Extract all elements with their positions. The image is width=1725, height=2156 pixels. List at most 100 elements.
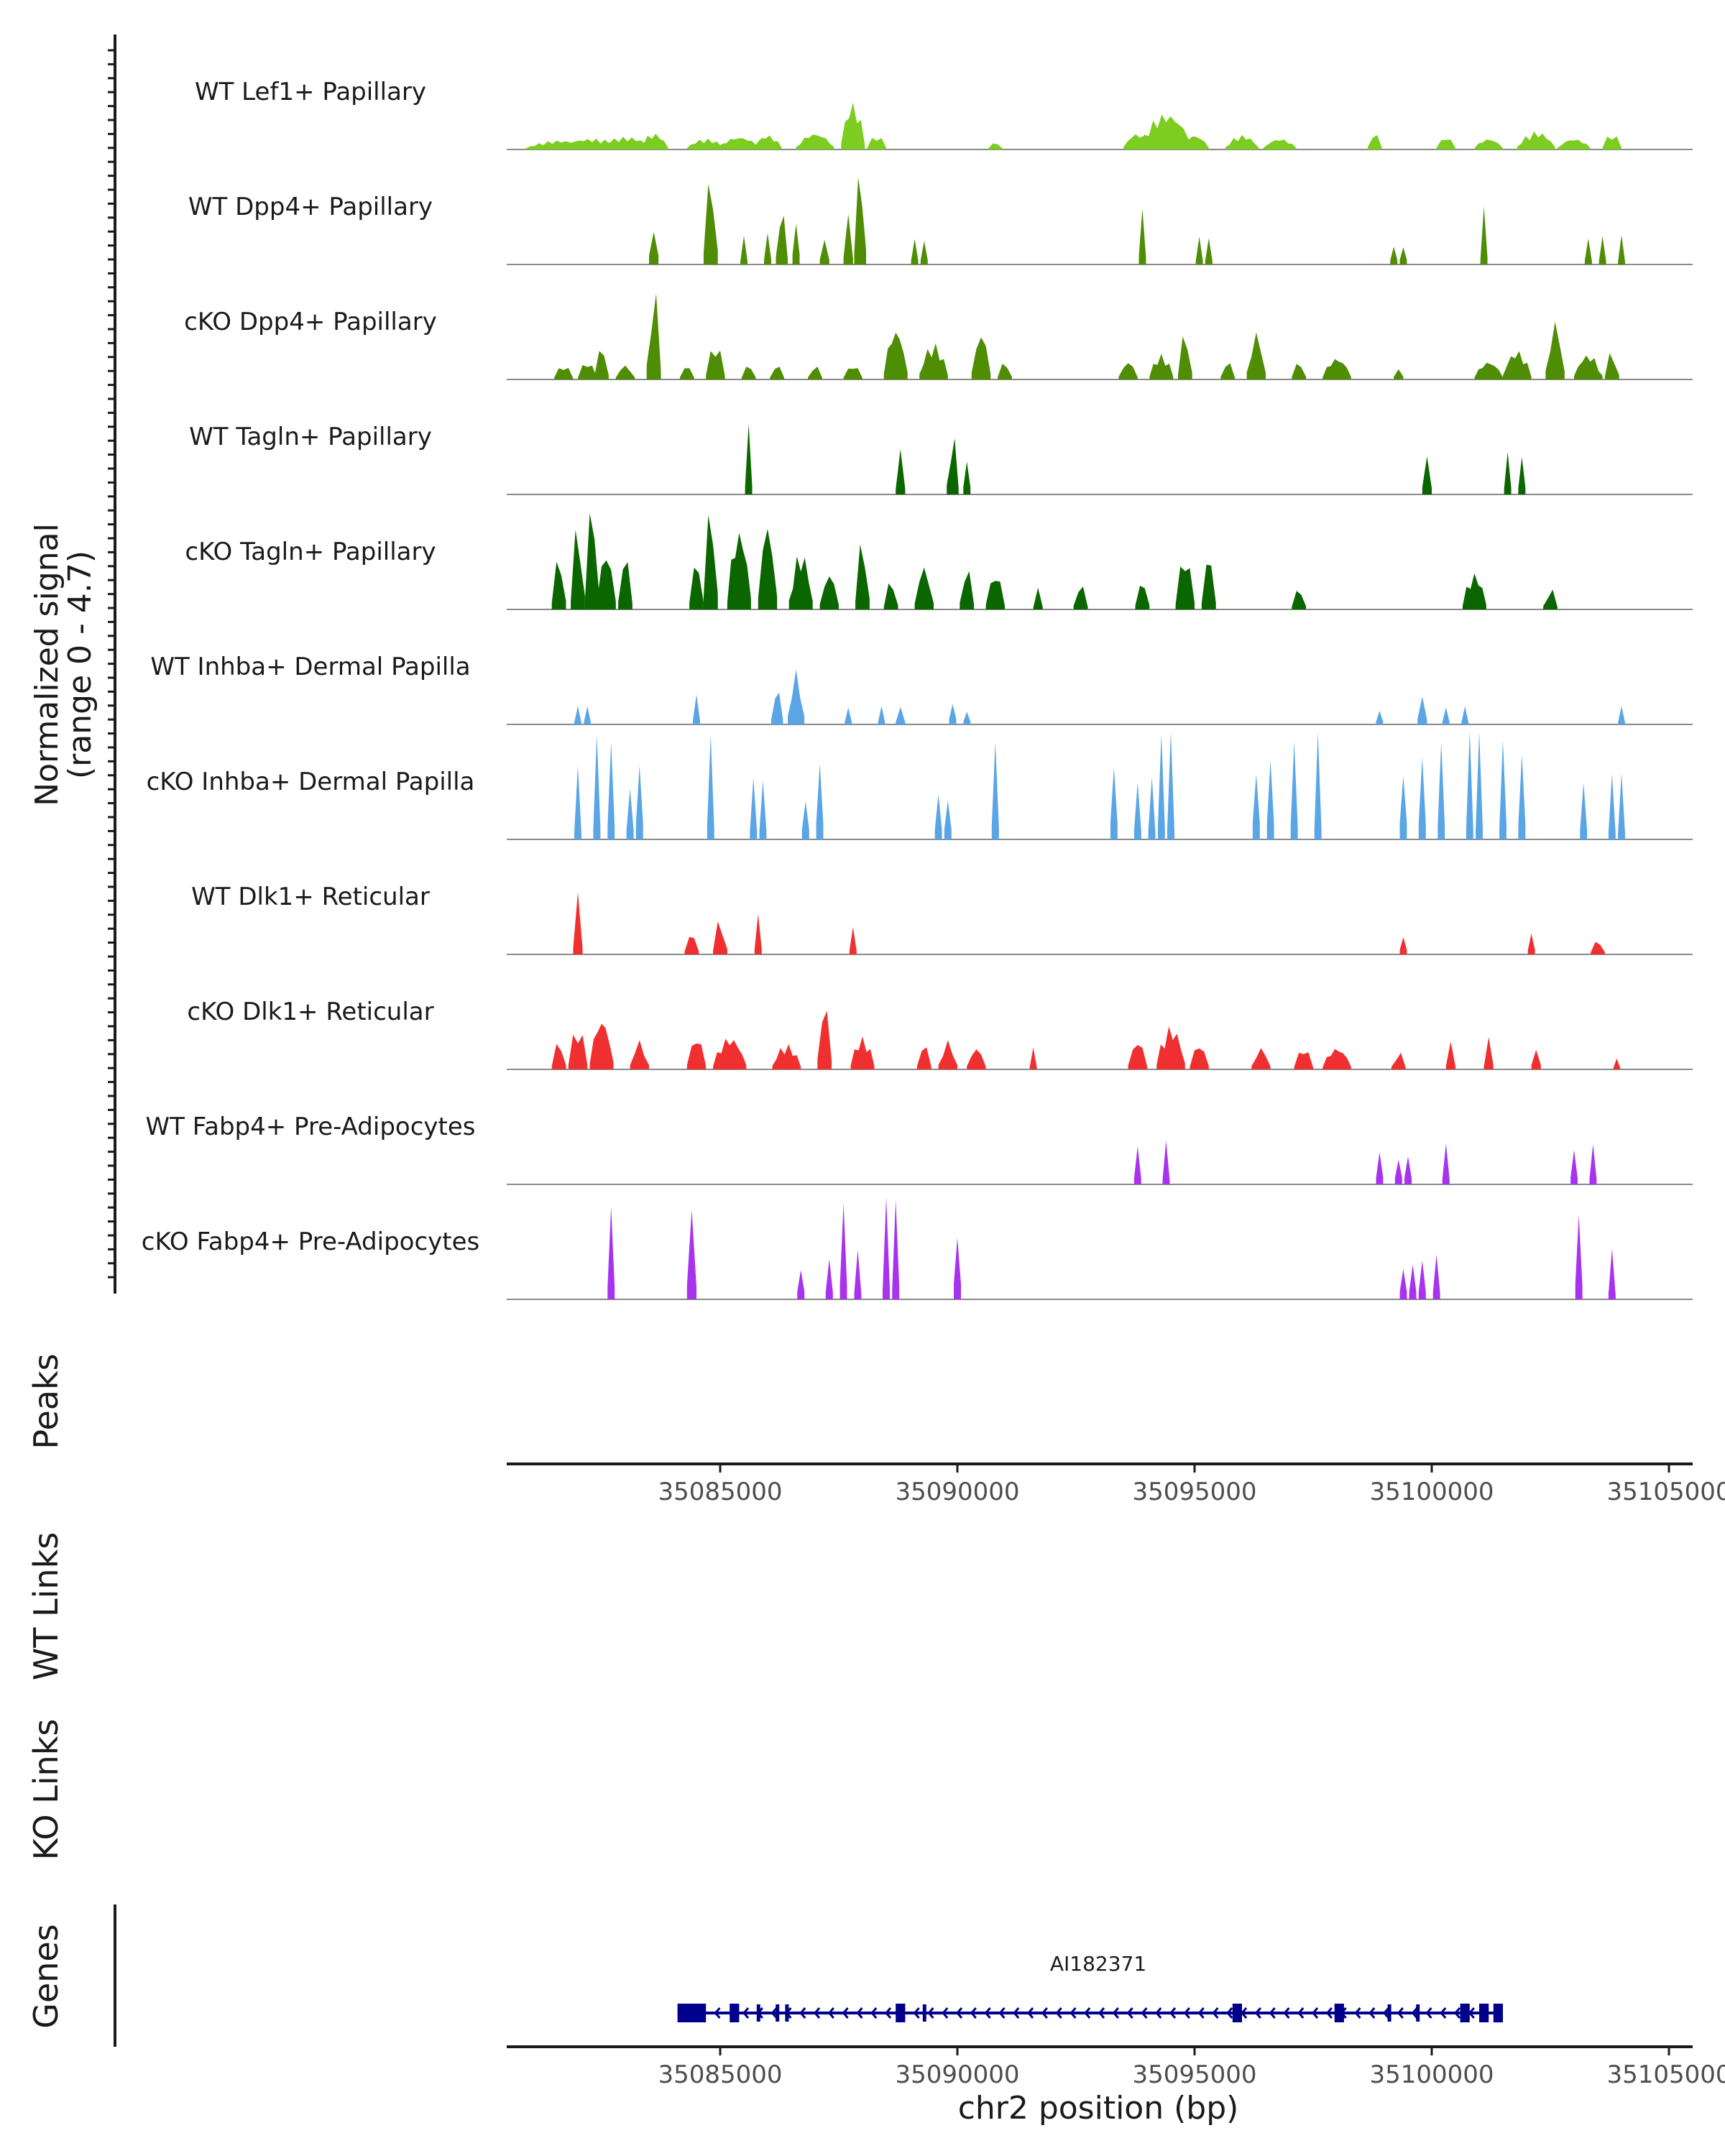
strand-arrow bbox=[1383, 2007, 1390, 2019]
coverage-peak bbox=[635, 765, 643, 839]
coverage-peak bbox=[649, 231, 659, 264]
x-tick-label: 35105000 bbox=[1606, 2060, 1725, 2089]
coverage-peak bbox=[949, 704, 957, 724]
coverage-peak bbox=[1591, 941, 1605, 954]
coverage-peak bbox=[626, 788, 634, 839]
strand-arrow bbox=[1425, 2007, 1432, 2019]
coverage-peak bbox=[954, 1238, 961, 1299]
coverage-peak bbox=[772, 1044, 801, 1069]
coverage-peak bbox=[593, 734, 601, 839]
coverage-peak bbox=[1618, 706, 1625, 724]
coverage-peak bbox=[1266, 760, 1274, 839]
strand-arrow bbox=[1354, 2007, 1361, 2019]
x-tick-label: 35090000 bbox=[895, 1478, 1019, 1506]
coverage-peak bbox=[808, 367, 822, 379]
coverage-peak bbox=[797, 1270, 805, 1299]
coverage-peak bbox=[753, 135, 782, 149]
strand-arrow bbox=[1454, 2007, 1461, 2019]
coverage-peak bbox=[1484, 1037, 1494, 1069]
coverage-peak bbox=[1175, 566, 1195, 609]
strand-arrow bbox=[742, 2007, 750, 2019]
strand-arrow bbox=[1112, 2007, 1119, 2019]
coverage-peak bbox=[679, 368, 694, 379]
gene-name-label: AI182371 bbox=[1050, 1952, 1146, 1976]
strand-arrow bbox=[1183, 2007, 1190, 2019]
coverage-peak bbox=[934, 794, 942, 839]
coverage-peak bbox=[1476, 732, 1483, 839]
coverage-peak bbox=[703, 184, 718, 264]
coverage-peak bbox=[1418, 1260, 1426, 1299]
x-tick-label: 35100000 bbox=[1369, 2060, 1494, 2089]
coverage-peak bbox=[855, 544, 870, 609]
coverage-peak bbox=[770, 367, 785, 379]
coverage-peak bbox=[985, 581, 1005, 609]
strand-arrow bbox=[870, 2007, 878, 2019]
coverage-peak bbox=[849, 926, 857, 954]
coverage-peak bbox=[597, 137, 654, 149]
strand-arrow bbox=[1226, 2007, 1233, 2019]
coverage-peak bbox=[551, 1044, 566, 1069]
coverage-peak bbox=[1417, 696, 1427, 724]
coverage-peak bbox=[892, 1199, 900, 1299]
strand-arrow bbox=[1084, 2007, 1091, 2019]
wt-links-panel-title: WT Links bbox=[27, 1532, 65, 1680]
coverage-peak bbox=[618, 562, 632, 609]
coverage-peak bbox=[1499, 740, 1506, 839]
coverage-peak bbox=[1545, 321, 1565, 379]
coverage-peak bbox=[1205, 238, 1213, 264]
coverage-peak bbox=[1575, 1215, 1583, 1299]
coverage-peak bbox=[703, 515, 718, 609]
coverage-peak bbox=[988, 143, 1003, 149]
coverage-peak bbox=[1322, 1049, 1351, 1069]
strand-arrow bbox=[827, 2007, 834, 2019]
coverage-peak bbox=[967, 1049, 986, 1069]
coverage-peak bbox=[713, 1038, 747, 1069]
coverage-peak bbox=[717, 138, 761, 149]
coverage-peak bbox=[788, 669, 805, 724]
coverage-peak bbox=[740, 236, 748, 264]
coverage-peak bbox=[817, 1010, 832, 1069]
track-label: cKO Inhba+ Dermal Papilla bbox=[147, 768, 475, 796]
coverage-peak bbox=[713, 921, 727, 954]
strand-arrow bbox=[770, 2007, 778, 2019]
gene-exon-minor bbox=[756, 2004, 760, 2022]
strand-arrow bbox=[1098, 2007, 1105, 2019]
coverage-peak bbox=[1376, 1152, 1384, 1184]
coverage-peak bbox=[944, 800, 952, 839]
coverage-peak bbox=[1608, 774, 1616, 839]
coverage-peak bbox=[1177, 336, 1192, 379]
coverage-peak bbox=[1029, 1047, 1037, 1069]
genes-panel-title: Genes bbox=[27, 1924, 65, 2028]
coverage-peak bbox=[867, 137, 886, 149]
coverage-peak bbox=[792, 224, 800, 264]
coverage-y-axis-title: Normalized signal bbox=[29, 523, 65, 806]
coverage-peak bbox=[1322, 359, 1351, 379]
coverage-peak bbox=[1602, 136, 1622, 149]
coverage-peak bbox=[1292, 364, 1307, 379]
coverage-peak bbox=[1180, 136, 1209, 149]
gene-exon-minor bbox=[1416, 2004, 1420, 2022]
coverage-peak bbox=[1399, 775, 1407, 839]
coverage-peak bbox=[1394, 1159, 1402, 1184]
coverage-peak bbox=[574, 706, 581, 724]
coverage-peak bbox=[1436, 139, 1455, 149]
coverage-peak bbox=[1432, 1254, 1440, 1299]
coverage-peak bbox=[1290, 741, 1298, 839]
coverage-peak bbox=[1608, 1248, 1616, 1299]
x-tick-label: 35085000 bbox=[658, 1478, 782, 1506]
coverage-peak bbox=[1110, 767, 1118, 839]
coverage-peak bbox=[1613, 1058, 1621, 1069]
x-tick-label: 35090000 bbox=[895, 2060, 1019, 2089]
coverage-y-ticks bbox=[108, 49, 115, 1279]
track-label: WT Tagln+ Papillary bbox=[189, 423, 432, 451]
strand-arrow bbox=[1141, 2007, 1148, 2019]
track-label: cKO Tagln+ Papillary bbox=[185, 538, 436, 566]
gene-exon bbox=[1460, 2004, 1470, 2022]
coverage-peak bbox=[686, 1210, 696, 1299]
coverage-peak bbox=[1557, 139, 1591, 149]
coverage-peak bbox=[963, 711, 971, 724]
coverage-peak bbox=[551, 561, 566, 609]
coverage-peak bbox=[1462, 573, 1486, 609]
gene-exon bbox=[896, 2004, 906, 2022]
